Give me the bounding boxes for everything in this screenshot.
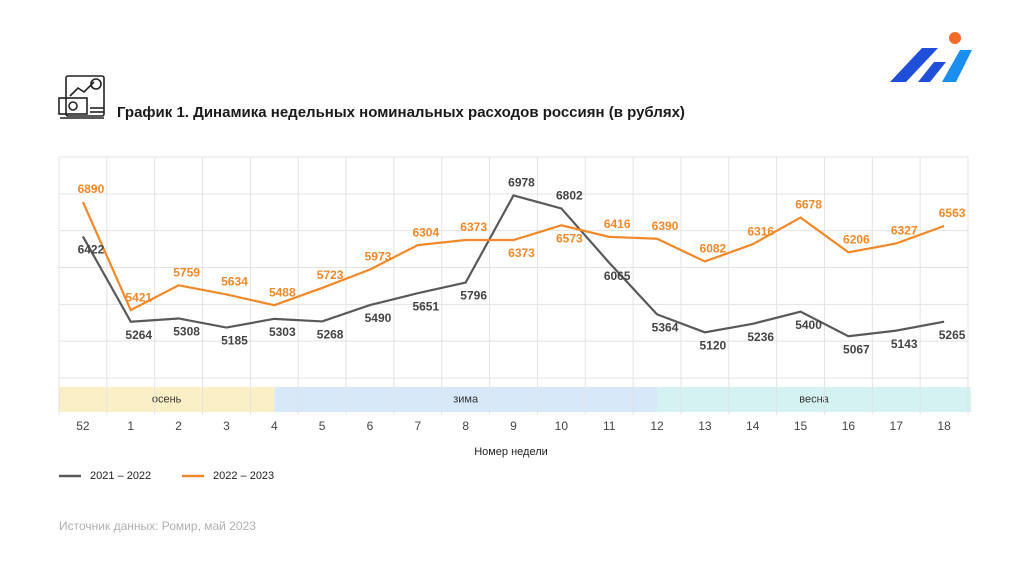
data-label: 6416	[604, 217, 631, 231]
series-line	[81, 201, 945, 312]
data-label: 6327	[891, 224, 918, 238]
legend-label: 2022 – 2023	[213, 470, 274, 482]
data-label: 6390	[652, 219, 679, 233]
x-tick-label: 14	[746, 419, 760, 433]
x-tick-label: 1	[127, 419, 134, 433]
x-tick-label: 16	[842, 419, 856, 433]
data-label: 5488	[269, 285, 296, 299]
season-band	[274, 387, 658, 412]
data-label: 5723	[317, 268, 344, 282]
data-label: 5185	[221, 334, 248, 348]
data-label: 5364	[652, 321, 679, 335]
data-label: 5400	[795, 318, 822, 332]
x-tick-label: 8	[462, 419, 469, 433]
data-label: 5143	[891, 337, 918, 351]
data-label: 6373	[460, 220, 487, 234]
series-line	[81, 194, 945, 338]
data-label: 6373	[508, 246, 535, 260]
x-tick-label: 2	[175, 419, 182, 433]
x-tick-label: 17	[890, 419, 904, 433]
x-tick-label: 12	[650, 419, 664, 433]
data-label: 6065	[604, 269, 631, 283]
data-label: 6316	[747, 224, 774, 238]
data-label: 5236	[747, 330, 774, 344]
data-label: 5634	[221, 275, 248, 289]
x-tick-label: 9	[510, 419, 517, 433]
data-label: 6082	[700, 242, 727, 256]
data-label: 6890	[78, 182, 105, 196]
data-label: 6563	[939, 206, 966, 220]
x-axis-label: Номер недели	[474, 446, 548, 458]
x-tick-label: 4	[271, 419, 278, 433]
data-label: 5308	[173, 325, 200, 339]
data-label: 5796	[460, 289, 487, 303]
season-label: весна	[799, 393, 829, 405]
data-label: 5268	[317, 328, 344, 342]
x-tick-label: 13	[698, 419, 712, 433]
data-label: 5973	[365, 250, 392, 264]
x-tick-label: 10	[555, 419, 569, 433]
x-tick-label: 6	[367, 419, 374, 433]
data-label: 5303	[269, 325, 296, 339]
data-label: 6573	[556, 231, 583, 245]
data-label: 6206	[843, 232, 870, 246]
data-label: 6422	[78, 243, 105, 257]
data-label: 5067	[843, 342, 870, 356]
chart-title: График 1. Динамика недельных номинальных…	[117, 104, 685, 121]
data-label: 5421	[125, 290, 152, 304]
x-tick-label: 7	[414, 419, 421, 433]
season-label: осень	[152, 393, 182, 405]
season-band	[657, 387, 971, 412]
report-icon	[58, 75, 105, 119]
data-label: 5265	[939, 328, 966, 342]
data-label: 5120	[700, 338, 727, 352]
data-label: 6678	[795, 198, 822, 212]
data-label: 6802	[556, 189, 583, 203]
data-label: 6978	[508, 176, 535, 190]
data-label: 5651	[412, 299, 439, 313]
logo	[890, 32, 972, 82]
season-band	[59, 387, 275, 412]
x-tick-label: 15	[794, 419, 808, 433]
season-label: зима	[453, 393, 479, 405]
data-label: 6304	[412, 225, 439, 239]
data-label: 5759	[173, 265, 200, 279]
legend-label: 2021 – 2022	[90, 470, 151, 482]
x-tick-label: 18	[937, 419, 951, 433]
data-label: 5264	[125, 328, 152, 342]
x-tick-label: 3	[223, 419, 230, 433]
x-tick-label: 52	[76, 419, 90, 433]
source-note: Источник данных: Ромир, май 2023	[59, 519, 256, 533]
x-tick-label: 11	[603, 419, 616, 433]
x-tick-label: 5	[319, 419, 326, 433]
data-label: 5490	[365, 311, 392, 325]
